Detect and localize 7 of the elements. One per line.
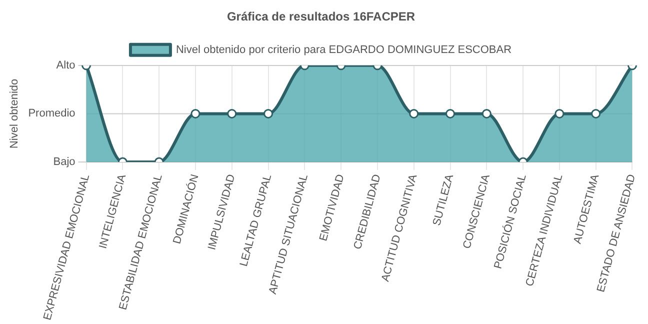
- x-tick-label: LEALTAD GRUPAL: [238, 173, 274, 268]
- y-axis-title: Nivel obtenido: [8, 78, 21, 149]
- chart-title: Gráfica de resultados 16FACPER: [226, 10, 416, 24]
- category-label: Alto: [56, 59, 76, 72]
- category-label: Bajo: [53, 156, 76, 168]
- legend-label: Nivel obtenido por criterio para EDGARDO DOMINGUEZ ESCOBAR: [176, 44, 512, 56]
- category-label: Promedio: [28, 108, 76, 120]
